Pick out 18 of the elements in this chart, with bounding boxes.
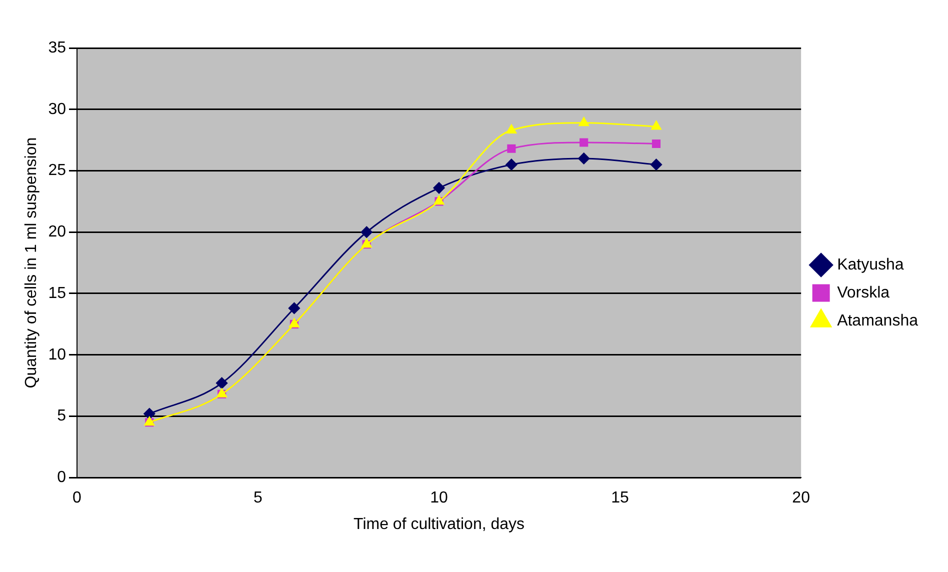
y-tick-label: 20 (48, 224, 66, 241)
x-tick-label: 20 (792, 490, 810, 507)
y-axis-title: Quantity of cells in 1 ml suspension (23, 137, 40, 388)
legend-label: Atamansha (837, 312, 918, 330)
y-tick-label: 25 (48, 162, 66, 180)
x-axis-title: Time of cultivation, days (354, 516, 525, 533)
legend-label: Vorskla (837, 284, 890, 302)
x-tick-label: 10 (430, 490, 448, 507)
x-tick-label: 15 (611, 490, 630, 507)
y-tick-label: 0 (57, 469, 66, 486)
x-tick-label: 0 (72, 490, 82, 507)
y-tick-label: 5 (57, 408, 66, 425)
x-tick-label: 5 (254, 490, 263, 507)
y-tick-label: 10 (48, 346, 66, 364)
y-tick-label: 35 (48, 39, 66, 56)
y-tick-label: 30 (48, 100, 66, 118)
y-tick-label: 15 (48, 284, 66, 302)
legend-label: Katyusha (837, 256, 904, 274)
